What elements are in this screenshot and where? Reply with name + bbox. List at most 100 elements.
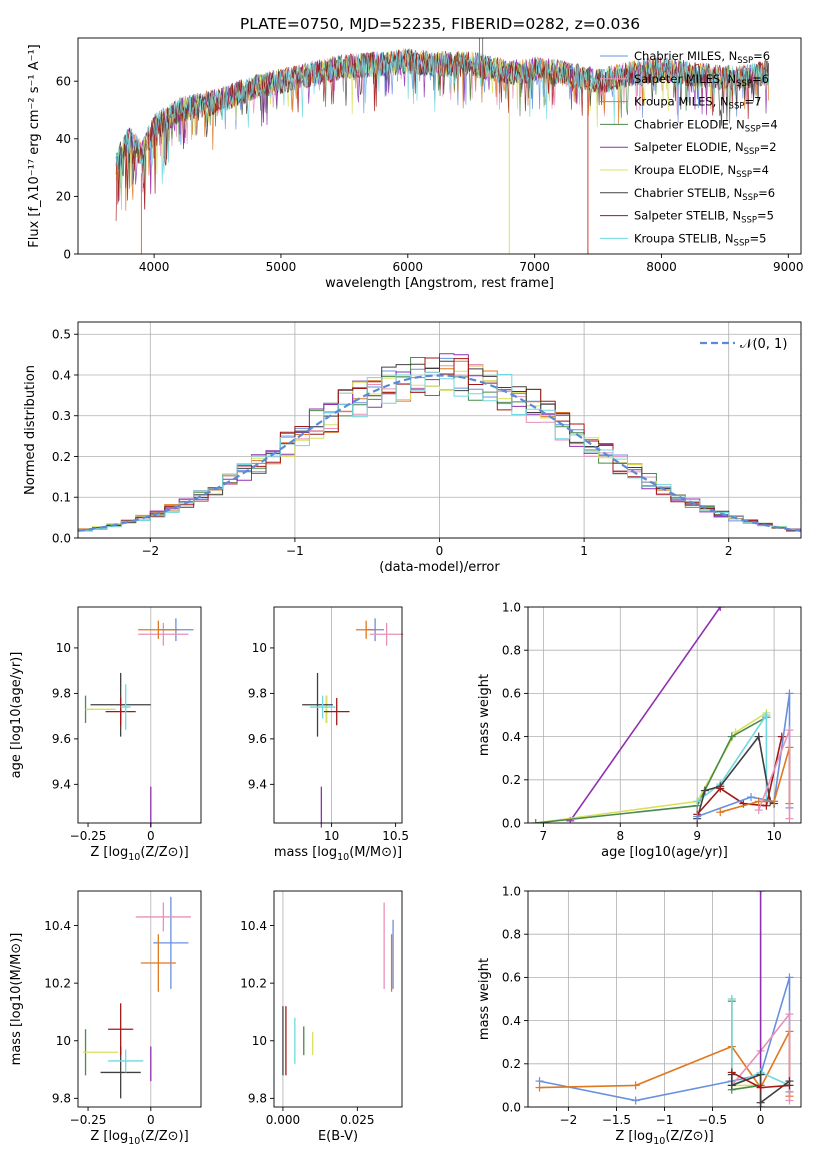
x-axis-label: E(B-V) <box>318 1129 358 1144</box>
x-tick-label: 10 <box>766 829 781 843</box>
legend-label: Salpeter STELIB, NSSP=5 <box>634 209 774 226</box>
label-sub: 10 <box>128 1136 140 1147</box>
y-tick-label: 1.0 <box>502 884 521 898</box>
x-tick-label: 5000 <box>266 260 297 274</box>
legend-label-tail: =5 <box>749 231 766 245</box>
legend-label-tail: =6 <box>758 186 775 200</box>
legend-label-tail: =4 <box>761 117 778 131</box>
y-tick-label: 0.0 <box>502 816 521 830</box>
axes-frame <box>77 606 202 824</box>
legend-label-sub: SSP <box>736 79 752 89</box>
x-tick-label: 9 <box>693 829 701 843</box>
y-tick-label: 10 <box>56 1034 71 1048</box>
legend-label-sub: SSP <box>745 124 761 134</box>
y-tick-label: 9.8 <box>248 687 267 701</box>
x-tick-label: −0.25 <box>70 829 107 843</box>
spectrum-lines <box>115 38 770 254</box>
mass-weight-lines <box>531 607 794 823</box>
y-tick-label: 0.4 <box>502 730 521 744</box>
spectrum-series-line <box>115 49 770 210</box>
x-tick-label: −1 <box>286 544 304 558</box>
x-tick-label: 4000 <box>139 260 170 274</box>
label-part: mass [log <box>274 845 337 860</box>
y-tick-label: 0.5 <box>52 328 71 342</box>
residuals-panel: −2 −1 0 1 2 0.0 0.1 0.2 0.3 0.4 0.5 (data-model)/er… <box>23 321 802 575</box>
legend-label-main: Kroupa ELODIE, N <box>634 163 736 177</box>
legend-label: Salpeter ELODIE, NSSP=2 <box>634 140 777 157</box>
legend-label-sub: SSP <box>734 238 750 248</box>
y-tick-label: 0.2 <box>52 450 71 464</box>
axes-frame <box>273 890 403 1108</box>
y-tick-label: 0.4 <box>502 1014 521 1028</box>
x-tick-label: 10.5 <box>382 829 409 843</box>
mass-weight-series-line <box>731 1011 791 1101</box>
x-tick-label: 7000 <box>519 260 550 274</box>
y-axis-label: Normed distribution <box>23 365 38 495</box>
y-tick-label: 60 <box>56 75 71 89</box>
legend-label-sub: SSP <box>742 193 758 203</box>
legend-label-main: Chabrier ELODIE, N <box>634 117 745 131</box>
legend-label: Kroupa MILES, NSSP=7 <box>634 95 761 112</box>
mass-weight-series-line <box>696 734 775 819</box>
label-part: (M/M⊙)] <box>349 845 402 860</box>
x-tick-label: 8 <box>616 829 624 843</box>
legend-label-main: Kroupa MILES, N <box>634 95 729 109</box>
histogram-series-step <box>78 353 801 531</box>
x-axis-label: wavelength [Angstrom, rest frame] <box>325 276 554 291</box>
y-tick-label: 0.0 <box>502 1100 521 1114</box>
axes-frame <box>273 606 403 824</box>
legend-label-tail: =2 <box>760 140 777 154</box>
legend-label-tail: =7 <box>744 95 761 109</box>
legend-label-tail: =4 <box>752 163 769 177</box>
y-tick-label: 9.4 <box>52 778 71 792</box>
x-tick-label: 0.000 <box>266 1113 300 1127</box>
x-tick-label: 0 <box>147 1113 155 1127</box>
x-tick-label: 0 <box>147 829 155 843</box>
y-tick-label: 0.1 <box>52 491 71 505</box>
x-tick-label: 0 <box>757 1113 765 1127</box>
mass-weight-lines <box>535 891 794 1107</box>
legend-label-sub: SSP <box>736 170 752 180</box>
legend-label: Salpeter MILES, NSSP=6 <box>634 72 769 89</box>
y-tick-label: 0.2 <box>502 773 521 787</box>
y-tick-label: 0.6 <box>502 971 521 985</box>
y-tick-label: 40 <box>56 132 71 146</box>
y-tick-label: 10.2 <box>240 976 267 990</box>
axes-frame <box>77 37 802 255</box>
y-tick-label: 0.4 <box>52 368 71 382</box>
legend-label-main: Salpeter STELIB, N <box>634 209 741 223</box>
x-axis-label: Z [log10(Z/Z⊙)] <box>90 845 188 863</box>
label-part: Z [log <box>615 1129 653 1144</box>
mass-weight-vs-age-panel: 7 8 9 10 0.0 0.2 0.4 0.6 0.8 1.0 age [log10(age/yr… <box>477 600 802 860</box>
y-axis-label: mass [log10(M/M⊙)] <box>9 933 24 1066</box>
mass-weight-series-line <box>569 607 721 822</box>
gaussian-reference-line <box>77 374 802 532</box>
label-part: Z [log <box>90 1129 128 1144</box>
y-tick-label: 10.4 <box>240 919 267 933</box>
legend-label-tail: =5 <box>757 209 774 223</box>
legend-label-sub: SSP <box>744 147 760 157</box>
x-tick-label: 10 <box>324 829 339 843</box>
x-tick-label: −1 <box>656 1113 674 1127</box>
mass-weight-series-line <box>696 712 768 803</box>
x-tick-label: 2 <box>725 544 733 558</box>
y-tick-label: 10 <box>252 1034 267 1048</box>
y-tick-label: 10 <box>56 641 71 655</box>
label-part: Z [log <box>90 845 128 860</box>
spectrum-series-line <box>115 49 769 221</box>
y-tick-label: 0.0 <box>52 531 71 545</box>
label-sub: 10 <box>653 1136 665 1147</box>
x-axis-label: (data-model)/error <box>379 560 500 575</box>
axes-frame <box>77 890 202 1108</box>
ebv-panel: 0.000 0.025 9.8 10 10.2 10.4 E(B-V) <box>240 890 403 1144</box>
label-part: (Z/Z⊙)] <box>665 1129 713 1144</box>
legend-label-main: Salpeter ELODIE, N <box>634 140 744 154</box>
legend-label: Chabrier MILES, NSSP=6 <box>634 49 770 66</box>
y-tick-label: 1.0 <box>502 600 521 614</box>
x-axis-label: Z [log10(Z/Z⊙)] <box>90 1129 188 1147</box>
x-tick-label: −2 <box>560 1113 578 1127</box>
